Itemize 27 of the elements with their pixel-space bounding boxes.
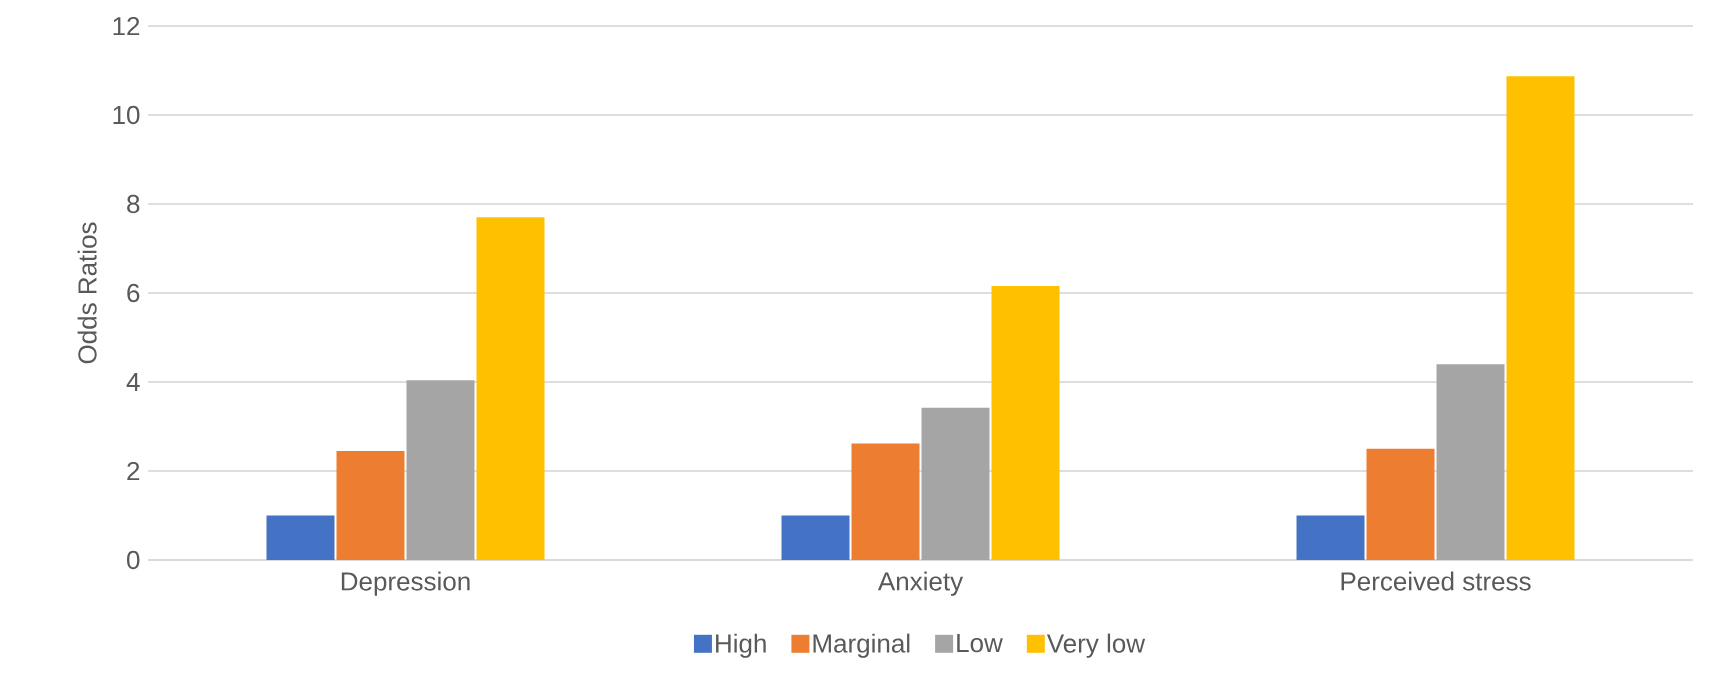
legend-label: Marginal bbox=[813, 633, 910, 658]
bar bbox=[476, 217, 545, 560]
y-tick-label: 4 bbox=[126, 373, 140, 391]
y-tick-label: 0 bbox=[127, 550, 140, 570]
bar bbox=[336, 450, 405, 560]
x-tick-label: Perceived stress bbox=[1341, 571, 1531, 591]
legend-label: Very low bbox=[1046, 633, 1146, 658]
y-tick-label: 8 bbox=[127, 194, 140, 214]
bar bbox=[1436, 364, 1505, 560]
bar bbox=[921, 407, 990, 560]
legend-label: High bbox=[716, 633, 766, 658]
bar bbox=[266, 515, 335, 560]
y-tick-label: 2 bbox=[127, 461, 140, 481]
bar bbox=[1366, 448, 1435, 560]
y-tick-label: 6 bbox=[127, 283, 140, 303]
y-axis-title: Odds Ratios bbox=[77, 222, 97, 364]
x-tick-label: Anxiety bbox=[877, 571, 964, 596]
bar bbox=[406, 380, 475, 560]
y-tick-label: 10 bbox=[113, 105, 140, 125]
y-tick-label: 12 bbox=[113, 16, 140, 36]
bar bbox=[1506, 76, 1575, 560]
bar bbox=[781, 515, 850, 560]
bar bbox=[1296, 515, 1365, 560]
x-tick-label: Depression bbox=[341, 571, 470, 596]
bar bbox=[991, 285, 1060, 560]
legend-label: Low bbox=[957, 634, 1003, 653]
bar bbox=[851, 443, 920, 560]
